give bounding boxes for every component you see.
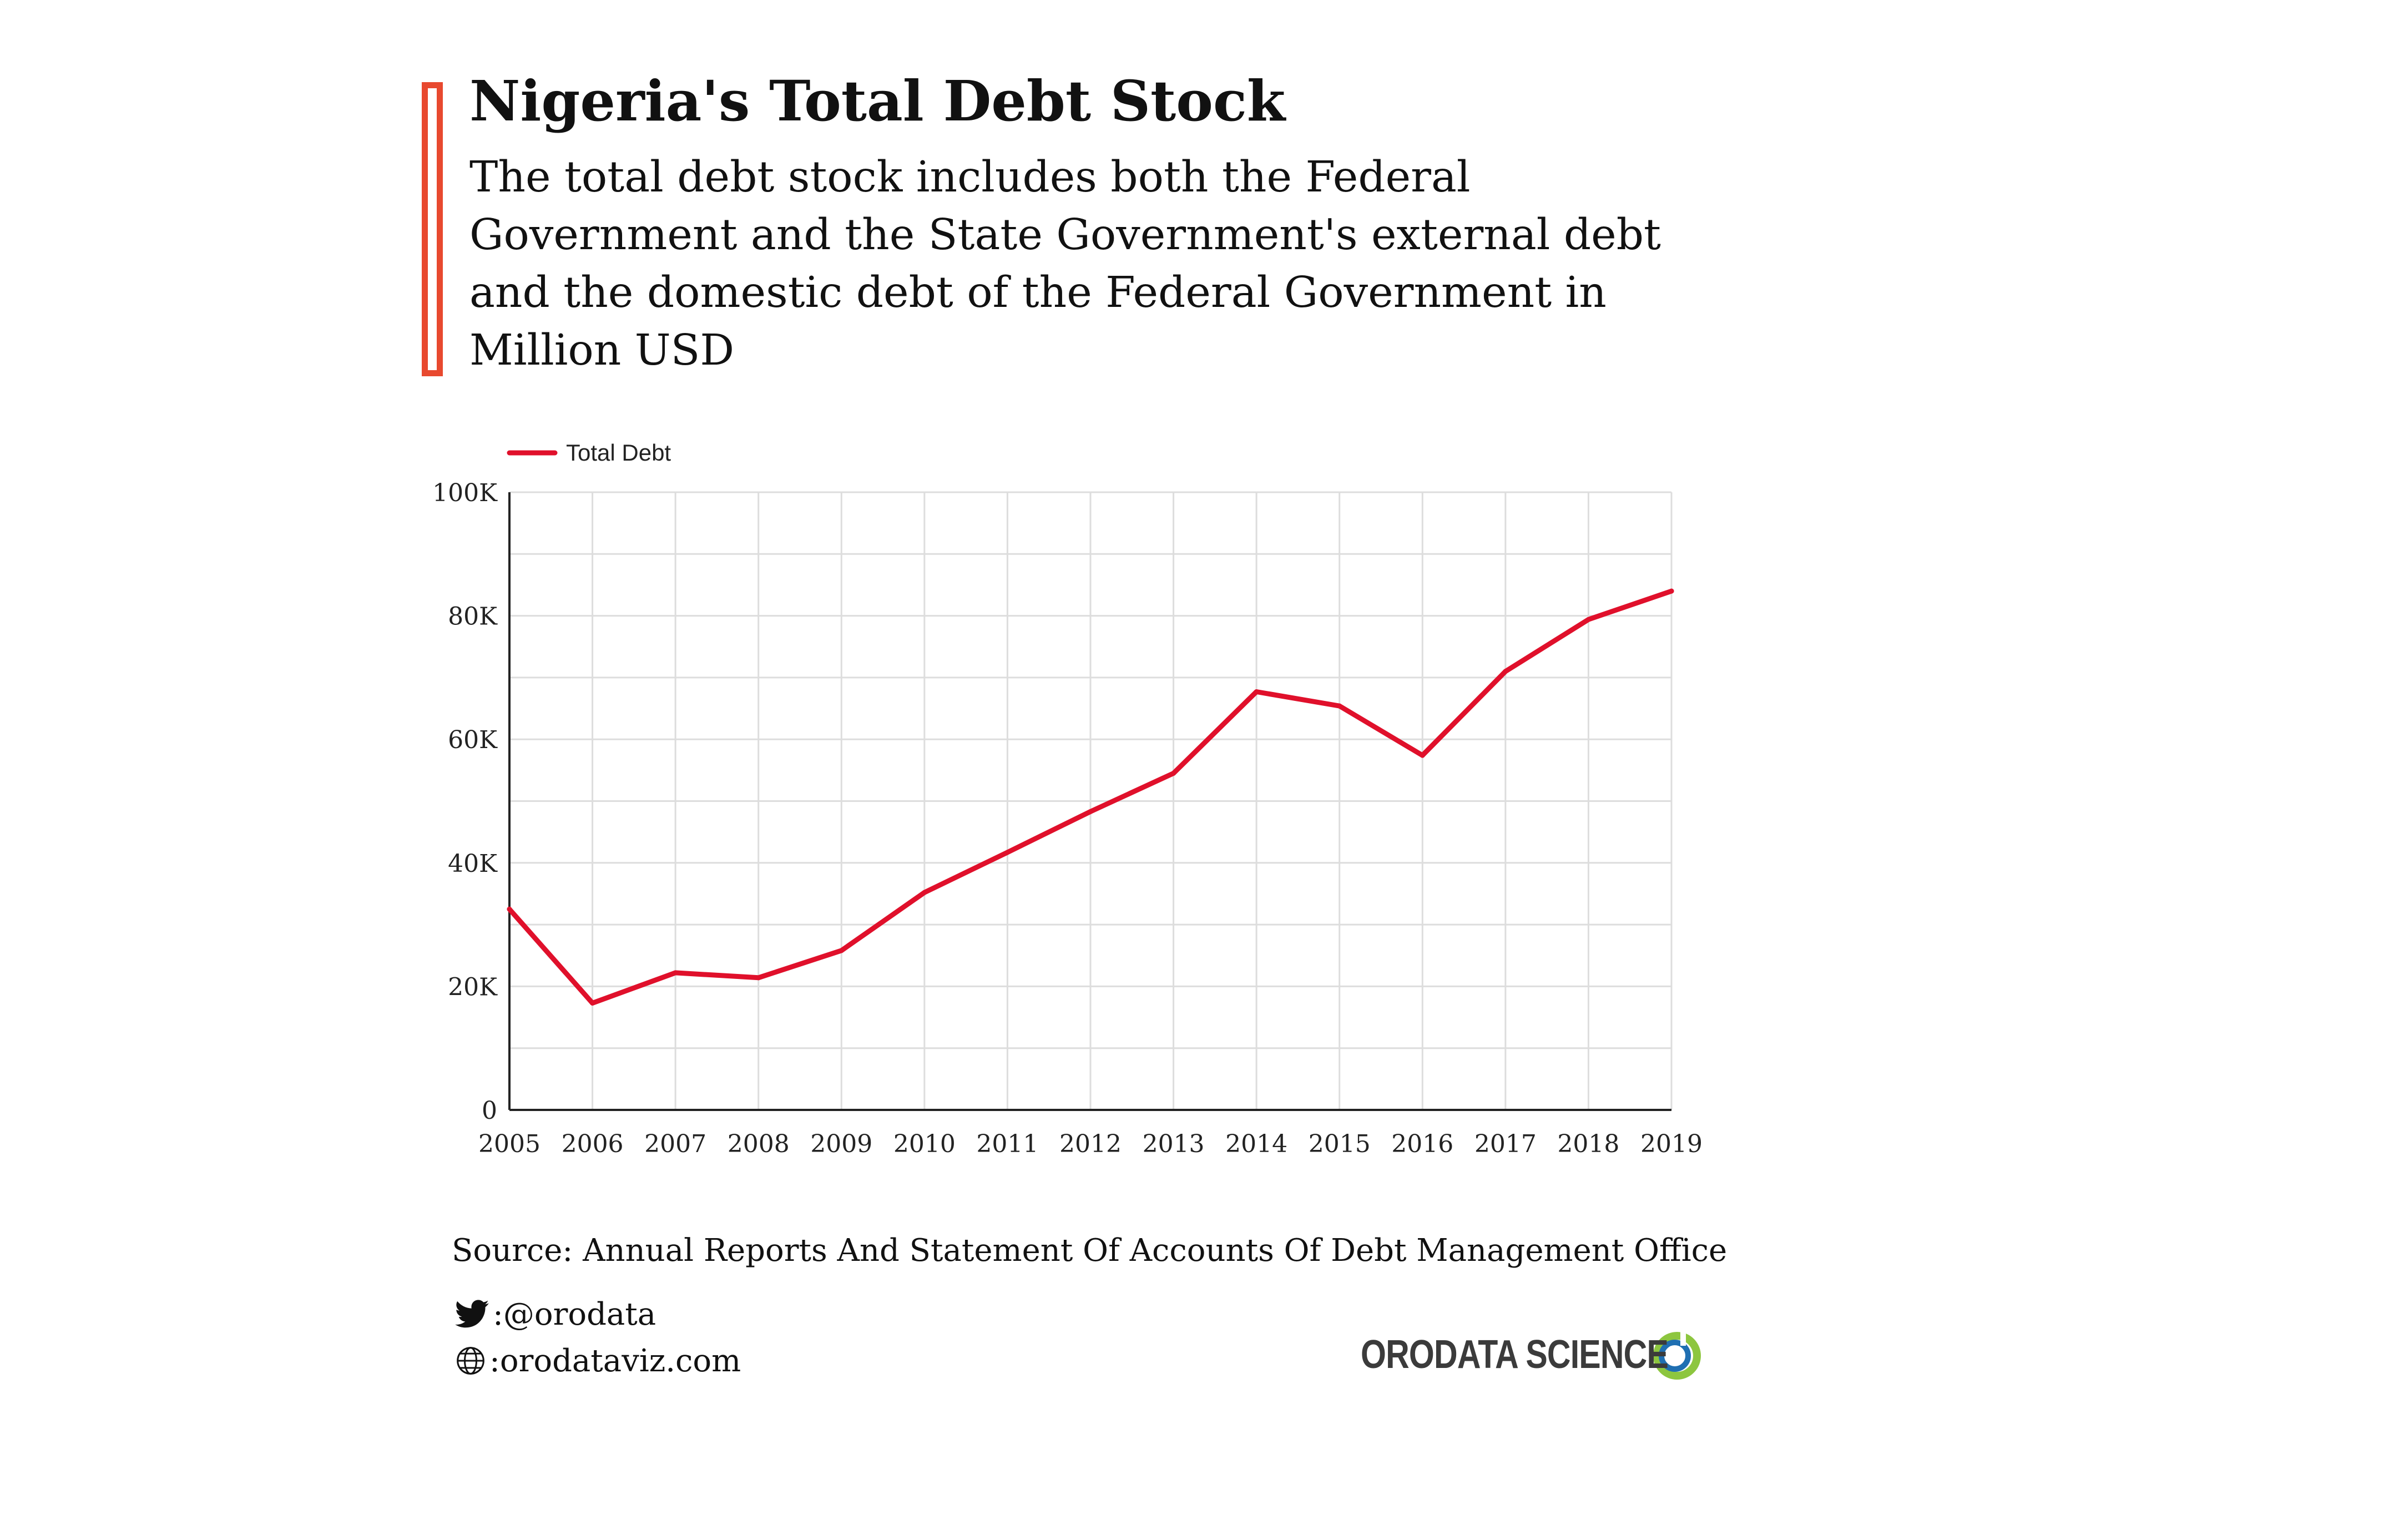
source-note: Source: Annual Reports And Statement Of …: [452, 1233, 1728, 1269]
data-point: [1669, 588, 1674, 594]
x-tick-label: 2011: [976, 1130, 1038, 1158]
logo-text: ORODATA SCIENCE: [1361, 1332, 1669, 1377]
axes: 0 20K 40K 60K 80K 100K 2005 2006 2007 2008 2009 201…: [432, 479, 1703, 1158]
x-tick-label: 2014: [1225, 1130, 1287, 1158]
x-tick-label: 2009: [810, 1130, 872, 1158]
grid-lines: [509, 491, 1673, 1110]
x-tick-label: 2007: [644, 1130, 706, 1158]
data-point: [1585, 617, 1591, 622]
twitter-handle[interactable]: :@orodata: [455, 1292, 656, 1336]
y-tick-label: 100K: [432, 479, 498, 507]
twitter-bird-icon: [455, 1300, 489, 1328]
data-point: [590, 1000, 595, 1006]
y-tick-label: 0: [482, 1097, 497, 1125]
legend-label: Total Debt: [566, 440, 671, 466]
y-tick-label: 20K: [448, 973, 498, 1001]
x-tick-label: 2012: [1059, 1130, 1122, 1158]
y-tick-label: 80K: [448, 603, 498, 631]
x-tick-label: 2015: [1309, 1130, 1371, 1158]
y-tick-label: 60K: [448, 726, 498, 754]
website-link[interactable]: :orodataviz.com: [455, 1339, 741, 1383]
globe-icon: [457, 1347, 484, 1375]
data-point: [839, 948, 844, 953]
logo-mark-icon: [1653, 1331, 1701, 1380]
data-point: [673, 970, 678, 976]
x-tick-label: 2013: [1143, 1130, 1205, 1158]
data-point: [1004, 850, 1010, 855]
orodata-science-logo: ORODATA SCIENCE: [1361, 1324, 1705, 1385]
title-accent-bar: [422, 82, 443, 376]
legend: Total Debt: [507, 440, 671, 466]
twitter-handle-text: :@orodata: [493, 1296, 656, 1332]
data-point: [922, 890, 927, 895]
website-text: :orodataviz.com: [489, 1342, 741, 1379]
y-tick-label: 40K: [448, 850, 498, 878]
x-tick-label: 2018: [1557, 1130, 1619, 1158]
chart-title: Nigeria's Total Debt Stock: [469, 68, 1286, 134]
x-tick-label: 2019: [1640, 1130, 1703, 1158]
x-tick-label: 2016: [1391, 1130, 1453, 1158]
x-tick-label: 2006: [562, 1130, 624, 1158]
x-tick-label: 2017: [1474, 1130, 1537, 1158]
data-point: [1254, 689, 1259, 694]
data-point: [1503, 669, 1508, 674]
x-tick-label: 2005: [478, 1130, 541, 1158]
data-point: [1171, 770, 1176, 776]
data-point: [1420, 753, 1425, 758]
x-tick-label: 2010: [893, 1130, 956, 1158]
data-point: [1337, 703, 1342, 709]
chart-subtitle: The total debt stock includes both the F…: [469, 153, 1661, 375]
data-point: [507, 906, 512, 912]
x-tick-label: 2008: [728, 1130, 790, 1158]
series-lines: [507, 588, 1674, 1006]
data-point: [1088, 809, 1093, 814]
data-point: [756, 975, 761, 981]
